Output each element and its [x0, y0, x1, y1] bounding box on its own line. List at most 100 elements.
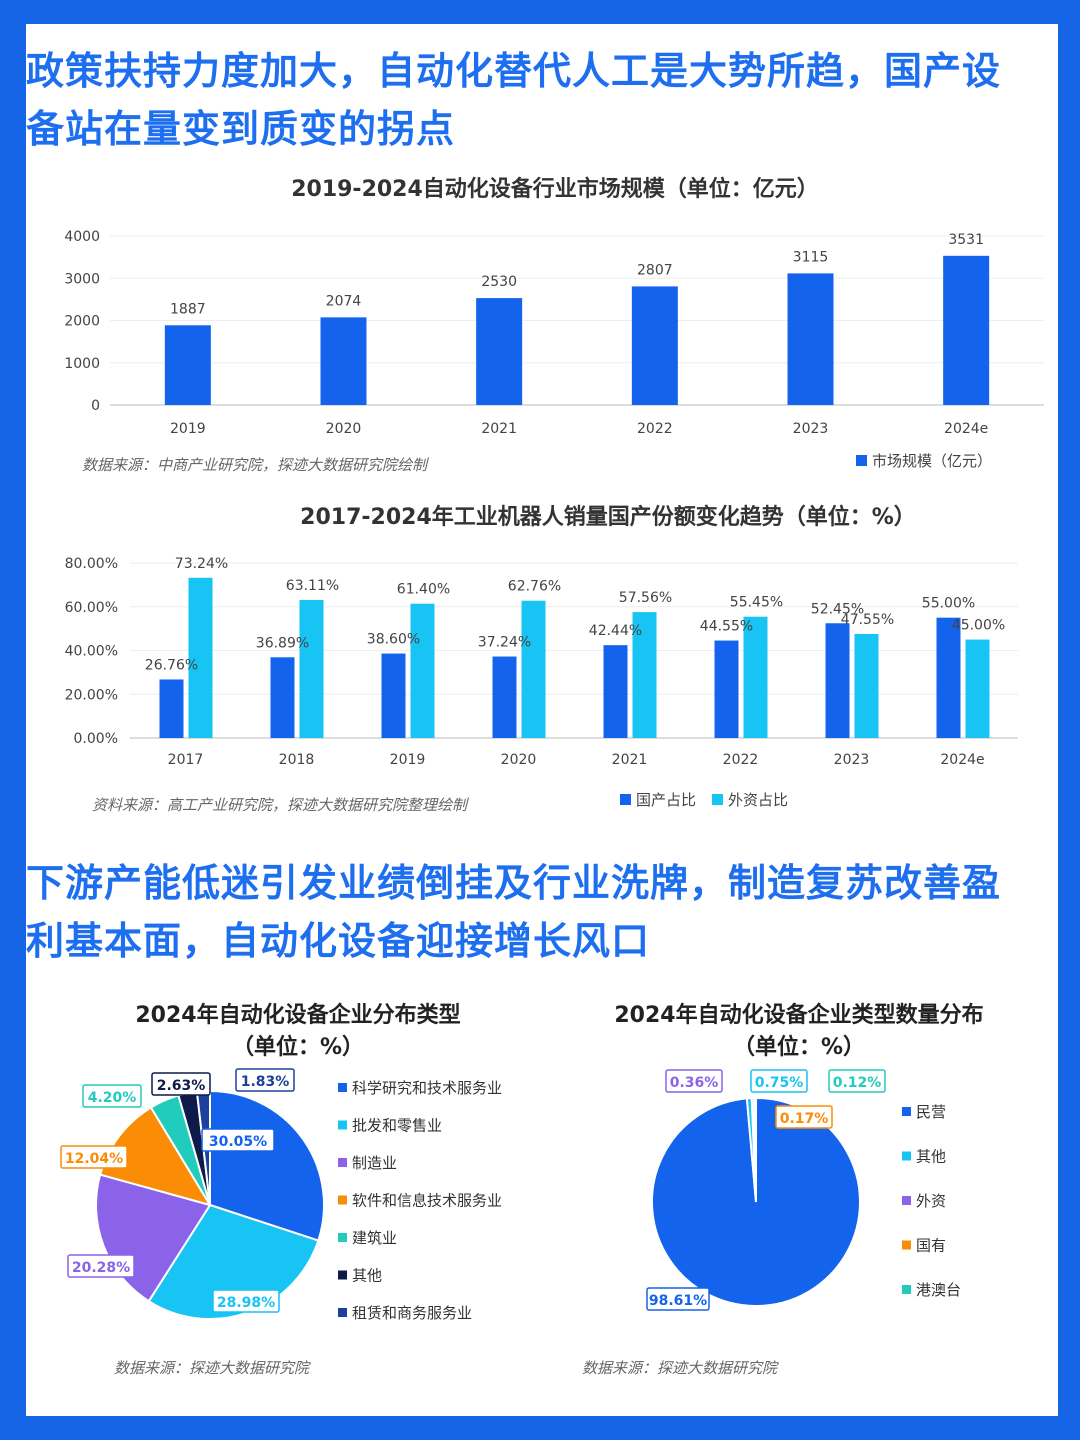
chart2-bar-foreign: [854, 633, 879, 738]
chart3-legend-label: 其他: [352, 1267, 382, 1285]
chart2-domestic-value-label: 36.89%: [256, 635, 309, 651]
chart3-slice-label-box: [235, 1068, 295, 1092]
chart2-title: 2017-2024年工业机器人销量国产份额变化趋势（单位：%）: [300, 504, 916, 530]
chart1-source-note: 数据来源：中商产业研究院，探迹大数据研究院绘制: [82, 456, 430, 474]
chart3-legend-label: 科学研究和技术服务业: [352, 1079, 502, 1097]
chart1-bar: [943, 255, 990, 405]
chart2-category-label: 2023: [834, 752, 870, 768]
chart3-legend-swatch: [338, 1120, 347, 1130]
chart2-foreign-value-label: 73.24%: [175, 556, 228, 572]
chart3-legend-swatch: [338, 1158, 347, 1167]
chart2-domestic-value-label: 26.76%: [145, 657, 198, 673]
chart3-legend-label: 制造业: [352, 1154, 397, 1172]
chart4-legend-swatch: [902, 1240, 911, 1250]
chart1-value-label: 2074: [326, 293, 362, 309]
chart1-category-label: 2024e: [944, 421, 988, 437]
chart2-legend-label-domestic: 国产占比: [636, 791, 696, 809]
chart4-slice-label-box: [775, 1105, 833, 1129]
chart4-slice-label-box: [828, 1069, 886, 1093]
chart3-legend-swatch: [338, 1233, 347, 1242]
chart2-category-label: 2018: [279, 752, 315, 768]
chart2-category-label: 2024e: [940, 752, 984, 768]
chart4-title: 2024年自动化设备企业类型数量分布: [614, 1002, 983, 1028]
chart2-domestic-value-label: 37.24%: [478, 635, 531, 651]
chart1-category-label: 2020: [326, 421, 362, 437]
chart2-ytick-label: 40.00%: [65, 644, 118, 660]
chart4-slice-label: 0.75%: [755, 1075, 804, 1091]
headline-policy: 政策扶持力度加大，自动化替代人工是大势所趋，国产设备站在量变到质变的拐点: [26, 49, 1002, 151]
chart1-value-label: 3115: [793, 249, 829, 265]
chart4-slice-label-box: [750, 1069, 808, 1093]
chart2-ytick-label: 60.00%: [65, 600, 118, 616]
chart2-foreign-value-label: 55.45%: [730, 595, 783, 611]
chart1-value-label: 2807: [637, 262, 673, 278]
chart2-category-label: 2022: [723, 752, 759, 768]
chart1-value-label: 2530: [481, 274, 517, 290]
chart4-subtitle: （单位：%）: [733, 1034, 865, 1060]
chart1-ytick-label: 1000: [64, 356, 100, 372]
chart3-slice-label-box: [67, 1254, 135, 1278]
chart2-category-label: 2017: [168, 752, 204, 768]
chart4-slice-label: 98.61%: [649, 1293, 707, 1309]
chart2-ytick-label: 80.00%: [65, 556, 118, 572]
chart2-foreign-value-label: 62.76%: [508, 579, 561, 595]
chart4-slice: [754, 1096, 757, 1203]
chart2-bar-domestic: [936, 617, 961, 738]
chart2-bar-foreign: [965, 639, 990, 738]
chart4-legend-swatch: [902, 1285, 911, 1294]
chart4-legend-label: 外资: [916, 1192, 946, 1210]
chart2-domestic-value-label: 44.55%: [700, 619, 753, 635]
chart3-subtitle: （单位：%）: [232, 1034, 364, 1060]
chart2-foreign-value-label: 47.55%: [841, 612, 894, 628]
chart3-slice-label-box: [60, 1145, 128, 1169]
chart3-slice-label: 1.83%: [241, 1074, 290, 1090]
chart4-slice-label: 0.36%: [670, 1075, 719, 1091]
chart3-legend-swatch: [338, 1195, 347, 1205]
chart1-ytick-label: 0: [91, 398, 100, 414]
chart4-legend-swatch: [902, 1151, 911, 1161]
chart4-legend-swatch: [902, 1107, 911, 1116]
chart4-slice-label-box: [646, 1287, 710, 1311]
chart4-legend-label: 其他: [916, 1148, 946, 1166]
chart3-slice-label: 4.20%: [88, 1090, 137, 1106]
chart1-bar: [164, 325, 211, 405]
chart1-bar: [631, 286, 678, 405]
chart2-bar-domestic: [714, 640, 739, 738]
chart1-legend-label: 市场规模（亿元）: [872, 452, 992, 470]
chart2-category-label: 2021: [612, 752, 648, 768]
chart2-category-label: 2019: [390, 752, 426, 768]
chart2-legend-swatch-domestic: [620, 794, 631, 805]
chart3-legend-label: 批发和零售业: [352, 1117, 442, 1135]
chart3-slice-label: 28.98%: [217, 1295, 275, 1311]
chart2-source-note: 资料来源：高工产业研究院，探迹大数据研究院整理绘制: [92, 796, 470, 814]
chart1-bar: [476, 298, 523, 405]
chart3-slice-label: 2.63%: [157, 1078, 206, 1094]
chart4-source-note: 数据来源：探迹大数据研究院: [582, 1359, 779, 1377]
chart4-legend-label: 国有: [916, 1237, 946, 1255]
chart2-bar-foreign: [632, 612, 657, 738]
chart2-bar-domestic: [603, 645, 628, 738]
chart2-legend-label-foreign: 外资占比: [728, 791, 788, 809]
chart4-legend-label: 民营: [916, 1103, 946, 1121]
chart3-slice-label: 12.04%: [65, 1151, 123, 1167]
chart2-bar-foreign: [410, 603, 435, 738]
chart2-bar-foreign: [299, 599, 324, 738]
chart2-legend-swatch-foreign: [712, 794, 723, 805]
chart3-legend-swatch: [338, 1270, 347, 1280]
chart1-category-label: 2021: [481, 421, 517, 437]
chart4-slice-label: 0.17%: [780, 1111, 829, 1127]
chart2-domestic-value-label: 52.45%: [811, 601, 864, 617]
chart2-ytick-label: 20.00%: [65, 687, 118, 703]
chart2-foreign-value-label: 61.40%: [397, 582, 450, 598]
chart3-legend-swatch: [338, 1308, 347, 1317]
chart3-slice: [98, 1106, 213, 1207]
chart1-title: 2019-2024自动化设备行业市场规模（单位：亿元）: [291, 176, 819, 202]
chart3-legend-label: 软件和信息技术服务业: [352, 1192, 502, 1210]
chart1-category-label: 2019: [170, 421, 206, 437]
chart3-slice-label-box: [82, 1084, 142, 1108]
chart2-foreign-value-label: 45.00%: [952, 618, 1005, 634]
chart1-value-label: 1887: [170, 301, 206, 317]
chart1-bar: [787, 273, 834, 405]
chart2-category-label: 2020: [501, 752, 537, 768]
